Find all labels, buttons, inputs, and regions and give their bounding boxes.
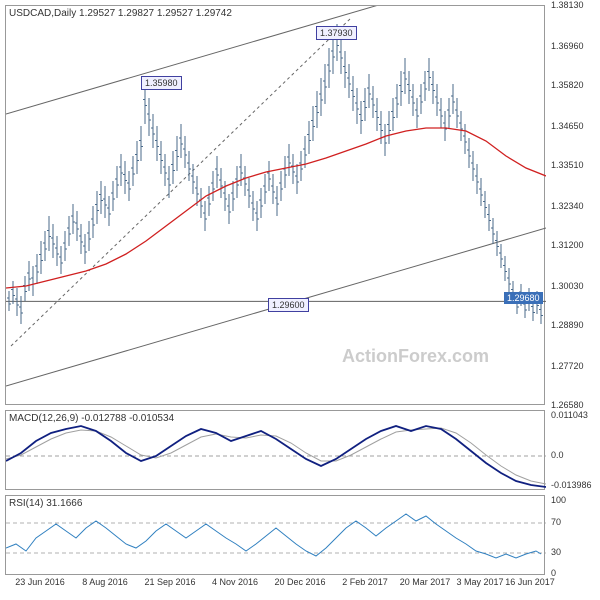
x-tick-label: 8 Aug 2016 bbox=[82, 577, 128, 587]
macd-y-tick: 0.011043 bbox=[551, 410, 588, 420]
rsi-y-tick: 100 bbox=[551, 495, 566, 505]
price-annotation: 1.29600 bbox=[268, 298, 309, 312]
rsi-y-tick: 30 bbox=[551, 547, 561, 557]
y-tick-label: 1.27720 bbox=[551, 361, 584, 371]
x-tick-label: 20 Dec 2016 bbox=[274, 577, 325, 587]
y-tick-label: 1.31200 bbox=[551, 240, 584, 250]
macd-y-axis: 0.011043 0.0 -0.013986 bbox=[548, 410, 600, 490]
x-tick-label: 2 Feb 2017 bbox=[342, 577, 388, 587]
rsi-chart: RSI(14) 31.1666 bbox=[5, 495, 545, 575]
x-tick-label: 23 Jun 2016 bbox=[15, 577, 65, 587]
x-tick-label: 21 Sep 2016 bbox=[144, 577, 195, 587]
macd-y-tick: -0.013986 bbox=[551, 480, 592, 490]
y-tick-label: 1.35820 bbox=[551, 80, 584, 90]
rsi-y-axis: 10070300 bbox=[548, 495, 600, 575]
price-annotation: 1.37930 bbox=[316, 26, 357, 40]
chart-title: USDCAD,Daily 1.29527 1.29827 1.29527 1.2… bbox=[9, 8, 232, 19]
y-tick-label: 1.38130 bbox=[551, 0, 584, 10]
current-price-label: 1.29680 bbox=[504, 292, 543, 304]
y-tick-label: 1.30030 bbox=[551, 281, 584, 291]
rsi-y-tick: 70 bbox=[551, 517, 561, 527]
x-tick-label: 16 Jun 2017 bbox=[505, 577, 555, 587]
y-tick-label: 1.33510 bbox=[551, 160, 584, 170]
y-tick-label: 1.28890 bbox=[551, 320, 584, 330]
y-tick-label: 1.26580 bbox=[551, 400, 584, 410]
rsi-svg bbox=[6, 496, 546, 576]
macd-y-tick: 0.0 bbox=[551, 450, 564, 460]
x-tick-label: 20 Mar 2017 bbox=[400, 577, 451, 587]
x-tick-label: 3 May 2017 bbox=[456, 577, 503, 587]
macd-title: MACD(12,26,9) -0.012788 -0.010534 bbox=[9, 413, 174, 424]
y-tick-label: 1.34650 bbox=[551, 121, 584, 131]
price-chart-svg bbox=[6, 6, 546, 406]
price-annotation: 1.35980 bbox=[141, 76, 182, 90]
y-tick-label: 1.36960 bbox=[551, 41, 584, 51]
price-y-axis: 1.381301.369601.358201.346501.335101.323… bbox=[548, 5, 600, 405]
y-tick-label: 1.32340 bbox=[551, 201, 584, 211]
rsi-title: RSI(14) 31.1666 bbox=[9, 498, 82, 509]
x-tick-label: 4 Nov 2016 bbox=[212, 577, 258, 587]
date-x-axis: 23 Jun 2016 8 Aug 2016 21 Sep 2016 4 Nov 20… bbox=[5, 577, 545, 595]
macd-chart: MACD(12,26,9) -0.012788 -0.010534 bbox=[5, 410, 545, 490]
price-chart: USDCAD,Daily 1.29527 1.29827 1.29527 1.2… bbox=[5, 5, 545, 405]
